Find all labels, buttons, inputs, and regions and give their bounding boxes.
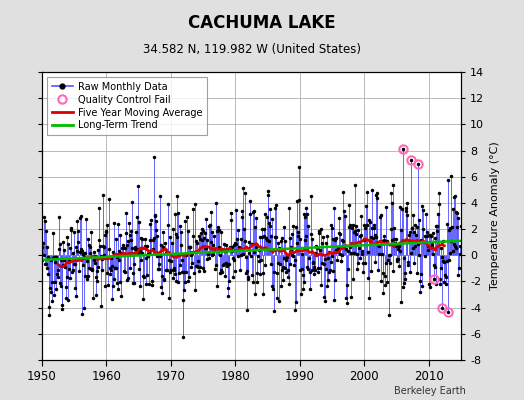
Text: CACHUMA LAKE: CACHUMA LAKE xyxy=(188,14,336,32)
Title: 34.582 N, 119.982 W (United States): 34.582 N, 119.982 W (United States) xyxy=(143,42,361,56)
Legend: Raw Monthly Data, Quality Control Fail, Five Year Moving Average, Long-Term Tren: Raw Monthly Data, Quality Control Fail, … xyxy=(47,77,208,135)
Text: Berkeley Earth: Berkeley Earth xyxy=(395,386,466,396)
Y-axis label: Temperature Anomaly (°C): Temperature Anomaly (°C) xyxy=(490,142,500,290)
